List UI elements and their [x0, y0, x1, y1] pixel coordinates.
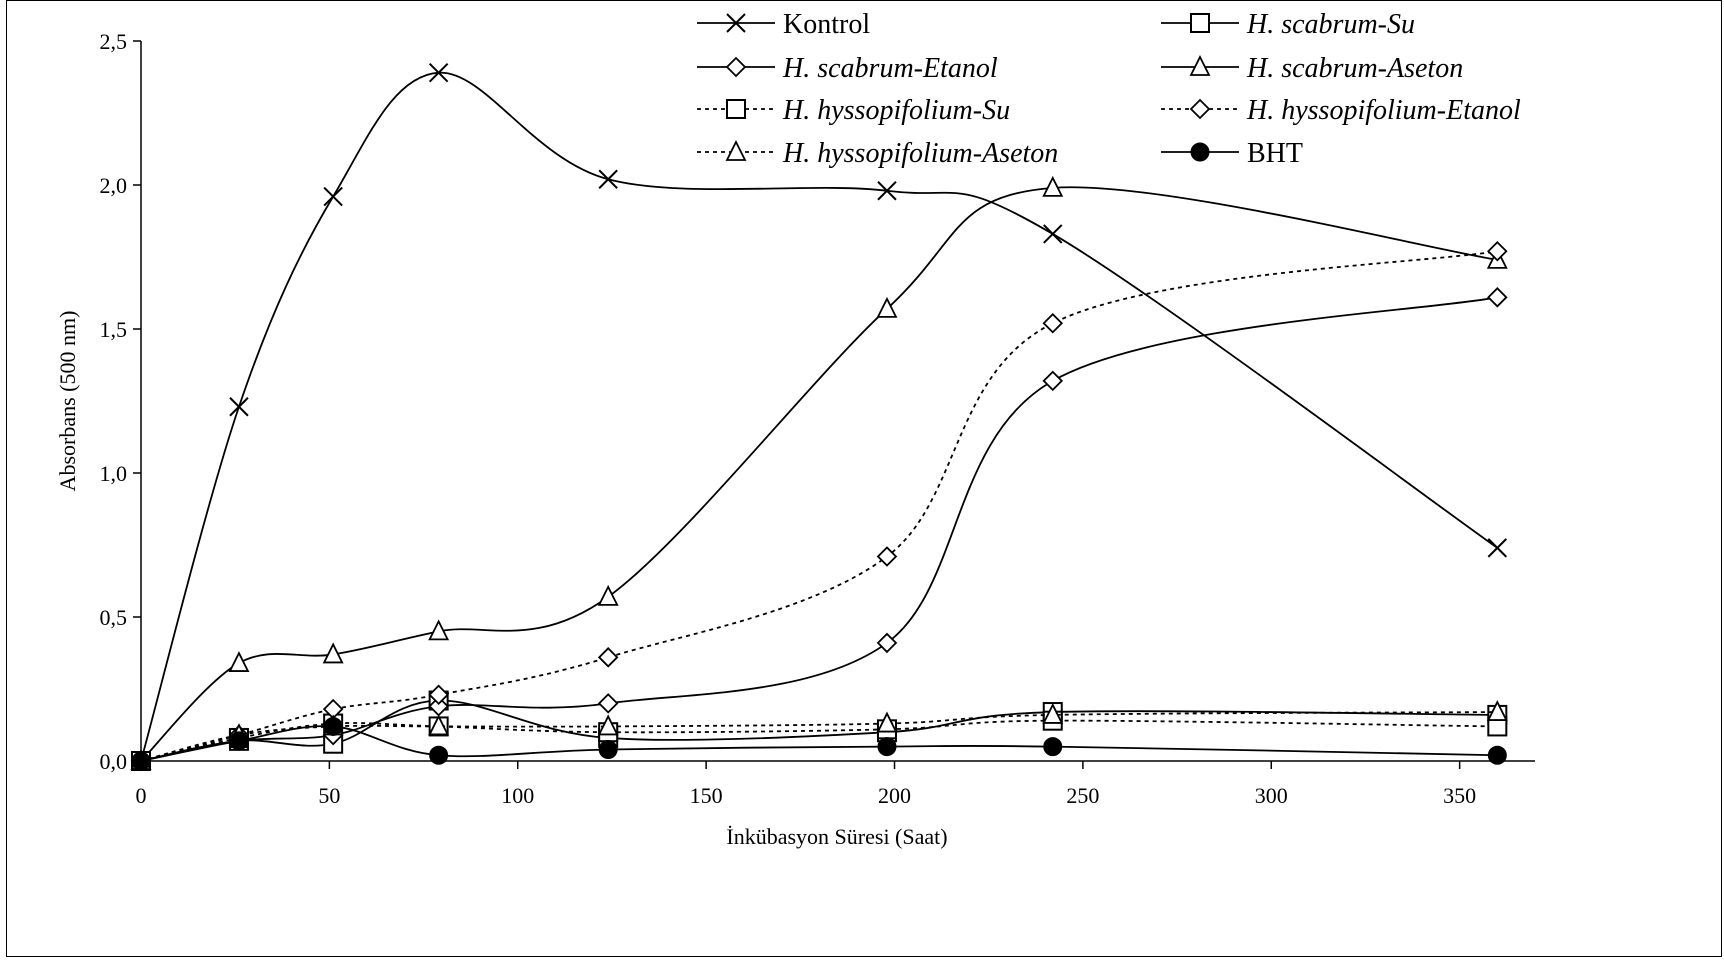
y-tick-label: 0,0	[100, 749, 128, 774]
y-tick-label: 1,5	[100, 317, 128, 342]
legend-item: H. scabrum-Etanol	[697, 53, 998, 84]
data-point	[597, 714, 619, 736]
legend-item: H. hyssopifolium-Su	[697, 95, 1010, 126]
legend-marker	[1190, 13, 1210, 33]
data-point	[1486, 700, 1508, 721]
data-point	[598, 739, 618, 759]
legend-item: H. scabrum-Aseton	[1161, 53, 1463, 84]
axes	[140, 41, 1535, 762]
legend-marker	[1190, 142, 1210, 162]
x-tick-label: 250	[1066, 783, 1099, 808]
series-kontrol	[131, 62, 1508, 771]
data-point	[1043, 224, 1063, 244]
legend-label: H. scabrum-Su	[1246, 9, 1415, 40]
data-point	[877, 737, 897, 757]
series-h-scabrum-aseton	[130, 175, 1508, 770]
legend-label: BHT	[1247, 138, 1303, 169]
data-point	[1042, 312, 1064, 334]
legend-item: H. hyssopifolium-Etanol	[1161, 95, 1521, 126]
data-point	[876, 546, 898, 567]
legend-marker	[726, 13, 746, 33]
data-point	[1487, 240, 1508, 262]
y-axis-title: Absorbans (500 nm)	[55, 311, 80, 492]
data-point	[131, 751, 151, 771]
data-point	[428, 619, 450, 641]
series-line	[140, 699, 1498, 762]
series-line	[140, 250, 1498, 762]
series-line	[140, 725, 1498, 762]
y-tick-label: 1,0	[100, 461, 128, 486]
x-tick-label: 200	[878, 783, 911, 808]
data-point	[323, 716, 343, 736]
data-point	[228, 651, 250, 672]
data-point	[1487, 287, 1508, 308]
data-point	[876, 632, 898, 654]
x-tick-label: 300	[1255, 783, 1288, 808]
y-tick-label: 2,0	[100, 173, 128, 198]
data-point	[597, 647, 619, 668]
x-tick-label: 50	[318, 783, 340, 808]
legend-marker	[725, 139, 747, 161]
legend-label: H. hyssopifolium-Aseton	[782, 138, 1058, 169]
series-line	[140, 296, 1498, 762]
legend-label: H. hyssopifolium-Su	[782, 95, 1010, 126]
legend-item: H. scabrum-Su	[1161, 9, 1415, 40]
data-point	[429, 745, 449, 765]
data-point	[877, 181, 897, 201]
legend-item: H. hyssopifolium-Aseton	[697, 138, 1058, 169]
data-point	[428, 684, 449, 706]
x-tick-label: 0	[136, 783, 147, 808]
data-point	[1043, 737, 1063, 757]
data-point	[428, 714, 450, 736]
legend-label: H. scabrum-Etanol	[782, 53, 998, 84]
line-chart: 0 50 100 150 200 250 300 3500,00,51,01,52,02,5 …	[55, 9, 1535, 849]
x-tick-label: 100	[501, 783, 534, 808]
series-line	[140, 186, 1498, 762]
data-point	[1487, 538, 1508, 558]
legend-item: BHT	[1161, 138, 1303, 169]
legend: Kontrol H. scabrum-Su H. scabrum-Etanol H. …	[697, 9, 1521, 169]
legend-item: Kontrol	[697, 9, 870, 40]
y-tick-label: 0,5	[100, 605, 128, 630]
x-tick-label: 150	[690, 783, 723, 808]
data-point	[597, 584, 619, 606]
data-point	[597, 693, 619, 714]
data-point	[428, 62, 449, 83]
data-point	[323, 186, 343, 207]
series	[130, 62, 1508, 772]
series-line	[140, 71, 1498, 762]
data-point	[1042, 370, 1064, 392]
legend-marker	[1189, 54, 1211, 76]
legend-marker	[1189, 98, 1211, 120]
legend-label: H. hyssopifolium-Etanol	[1246, 95, 1521, 126]
ticks: 0 50 100 150 200 250 300 350 0,0 0,5 1,0 1,5 2,0 2,5	[100, 29, 1477, 808]
x-axis-title: İnkübasyon Süresi (Saat)	[726, 824, 947, 849]
series-bht	[131, 716, 1507, 771]
legend-marker	[725, 56, 747, 78]
series-h-scabrum-etanol	[130, 287, 1508, 772]
y-tick-label: 2,5	[100, 29, 128, 54]
data-point	[322, 642, 344, 664]
series-line	[140, 711, 1498, 762]
legend-label: Kontrol	[783, 9, 870, 40]
legend-marker	[726, 99, 746, 119]
data-point	[1042, 175, 1064, 197]
data-point	[598, 169, 618, 189]
data-point	[876, 711, 898, 733]
legend-label: H. scabrum-Aseton	[1246, 53, 1463, 84]
x-tick-label: 350	[1443, 783, 1476, 808]
data-point	[1487, 745, 1507, 765]
data-point	[1042, 702, 1064, 724]
data-point	[229, 731, 249, 751]
data-point	[876, 296, 898, 318]
chart-frame: 0 50 100 150 200 250 300 350 0,0 0,5 1,0 1,5 2,0 2,5 …	[6, 0, 1722, 957]
data-point	[229, 397, 249, 417]
